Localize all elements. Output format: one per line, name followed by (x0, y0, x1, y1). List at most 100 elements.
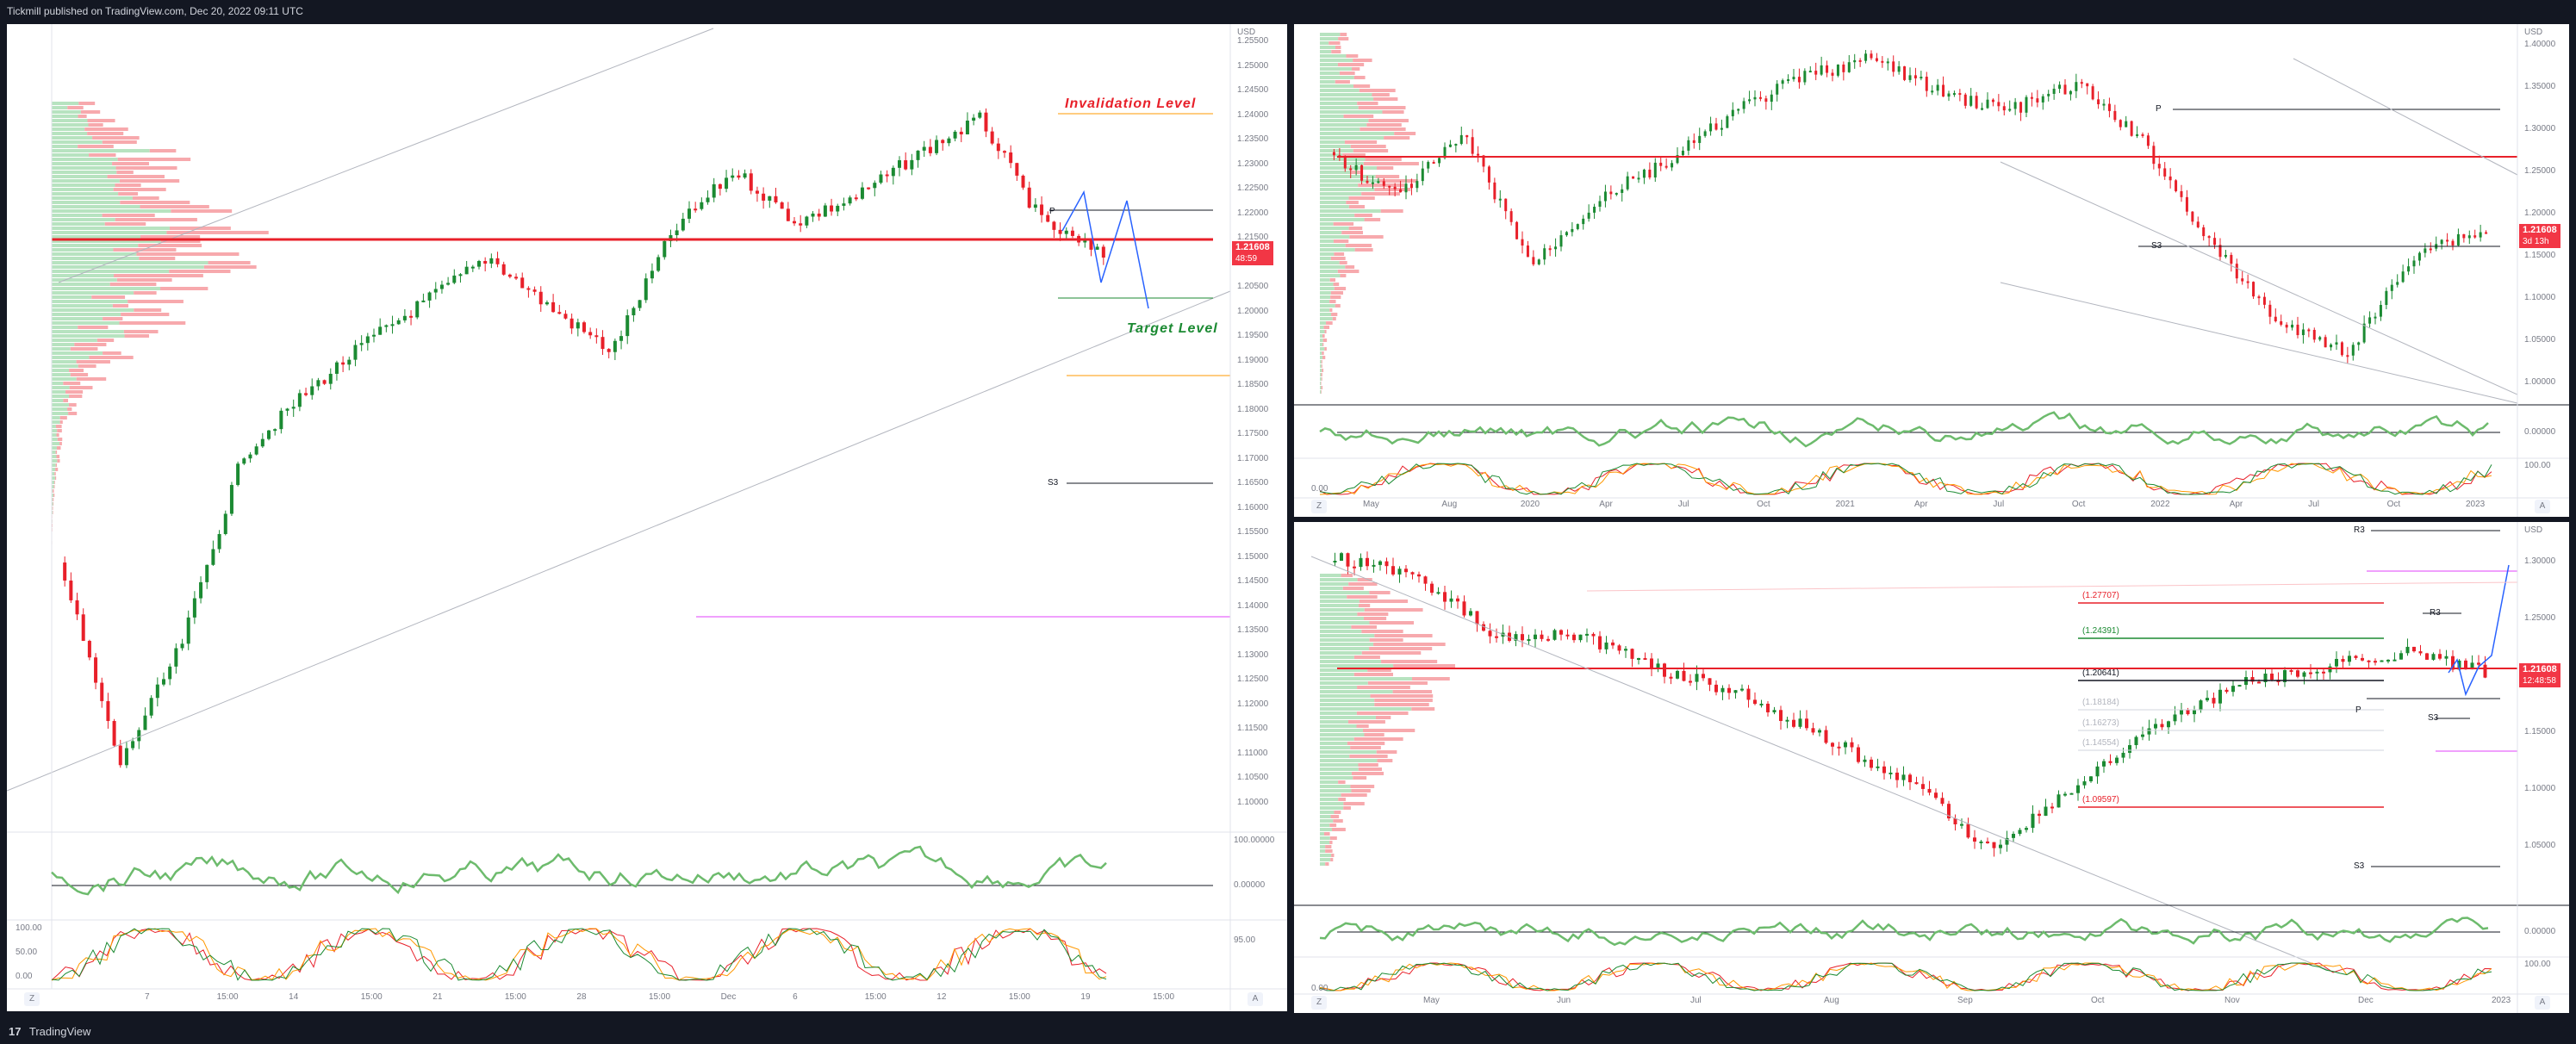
candle-body (1465, 134, 1469, 138)
volume-bar-buy (1320, 102, 1358, 105)
candle-body (2167, 721, 2170, 728)
candle-body (1591, 633, 1596, 637)
volume-bar-sell (1370, 694, 1434, 698)
candle-body (1831, 72, 1834, 76)
candle-body (916, 150, 920, 160)
volume-bar-sell (1332, 317, 1336, 320)
candle-body (867, 187, 871, 190)
candle-body (1681, 150, 1684, 156)
volume-bar-buy (1320, 179, 1379, 183)
candle-body (2346, 355, 2349, 357)
volume-bar-buy (1320, 802, 1344, 805)
candle-body (1708, 678, 1712, 685)
volume-bar-sell (1354, 248, 1373, 252)
candle-body (1960, 823, 1963, 826)
volume-bar-buy (1320, 41, 1329, 45)
volume-bar-sell (1375, 175, 1400, 178)
channel-line-lower (1310, 556, 2329, 971)
price-tick: 1.23000 (1237, 158, 1269, 169)
volume-bar-sell (1394, 132, 1416, 135)
channel-upper (2293, 58, 2518, 176)
candle-body (1552, 630, 1557, 640)
candle-body (1882, 766, 1886, 774)
auto-scale-button[interactable]: A (1248, 992, 1263, 1006)
candle-body (2390, 284, 2393, 291)
candle-body (1842, 64, 1845, 72)
candle-body (2130, 121, 2133, 136)
volume-bar-sell (92, 136, 140, 140)
candle-body (2274, 316, 2277, 321)
candle-body (2235, 264, 2238, 279)
candle-body (2069, 792, 2074, 795)
volume-bar-sell (121, 313, 170, 316)
tradingview-logo-icon[interactable]: 17 (9, 1025, 22, 1038)
candle-body (1603, 191, 1607, 202)
candle-body (1593, 207, 1596, 213)
volume-bar-sell (1326, 321, 1333, 325)
right-top-chart-panel[interactable]: USD 1.40000 1.35000 1.30000 1.25000 1.20000 1… (1294, 24, 2569, 517)
candle-body (594, 335, 599, 338)
volume-bar-sell (55, 425, 62, 428)
candle-body (1853, 59, 1857, 63)
volume-bar-buy (1320, 295, 1331, 299)
volume-bar-sell (116, 278, 172, 282)
volume-bar-sell (1340, 33, 1347, 36)
candle-body (2199, 700, 2203, 711)
volume-bar-buy (52, 498, 53, 501)
volume-bar-sell (68, 395, 83, 398)
candle-body (2335, 342, 2338, 345)
time-tick: 6 (793, 992, 798, 1002)
volume-bar-sell (1330, 858, 1334, 861)
stoch-line (51, 928, 1107, 981)
zoom-reset-button[interactable]: Z (1311, 996, 1327, 1010)
candle-body (2136, 134, 2139, 136)
price-value: 1.21608 (2523, 664, 2557, 674)
volume-bar-buy (52, 274, 115, 277)
volume-bar-sell (1372, 93, 1390, 96)
volume-bar-buy (52, 343, 75, 346)
volume-bar-sell (140, 235, 201, 239)
candle-body (1333, 561, 1337, 563)
candle-body (1695, 674, 1699, 682)
candle-body (63, 562, 67, 581)
candle-body (1546, 638, 1550, 641)
volume-bar-buy (1320, 604, 1359, 607)
volume-bar-buy (1320, 686, 1358, 689)
candle-body (2283, 669, 2287, 682)
time-tick: 21 (432, 992, 443, 1002)
volume-bar-buy (1320, 339, 1323, 342)
candle-body (1888, 772, 1893, 774)
price-tick: 1.25000 (2524, 613, 2556, 623)
candle-body (2047, 93, 2050, 96)
candle-body (2180, 190, 2183, 197)
candle-body (1958, 93, 1962, 96)
left-chart-panel[interactable]: USD 1.25500 1.25000 1.24500 1.24000 1.23500 1… (7, 24, 1287, 1011)
volume-bar-buy (1320, 270, 1338, 273)
candle-body (2354, 656, 2358, 658)
right-bottom-chart-panel[interactable]: USD 1.300001.250001.200001.150001.100001… (1294, 522, 2569, 1013)
candle-body (2483, 664, 2487, 678)
zoom-reset-button[interactable]: Z (1311, 500, 1327, 513)
volume-bar-buy (52, 115, 78, 118)
price-value: 1.21608 (1235, 242, 1270, 252)
auto-scale-button[interactable]: A (2535, 500, 2550, 513)
volume-bar-sell (78, 102, 96, 105)
candle-body (2147, 728, 2151, 735)
volume-bar-sell (116, 171, 134, 174)
volume-bar-buy (52, 205, 140, 208)
candle-body (2367, 660, 2371, 662)
candle-body (1003, 151, 1006, 153)
volume-bar-buy (1320, 677, 1412, 680)
volume-bar-sell (1367, 668, 1391, 672)
candle-body (427, 292, 432, 301)
volume-bar-buy (1320, 828, 1333, 831)
candle-body (1969, 96, 1973, 106)
volume-bar-buy (1320, 854, 1332, 857)
volume-bar-buy (1320, 317, 1333, 320)
candle-body (2440, 239, 2443, 245)
volume-bar-buy (1320, 600, 1360, 603)
candle-body (2380, 660, 2384, 662)
volume-bar-sell (68, 412, 78, 415)
zoom-reset-button[interactable]: Z (24, 992, 40, 1006)
auto-scale-button[interactable]: A (2535, 996, 2550, 1010)
